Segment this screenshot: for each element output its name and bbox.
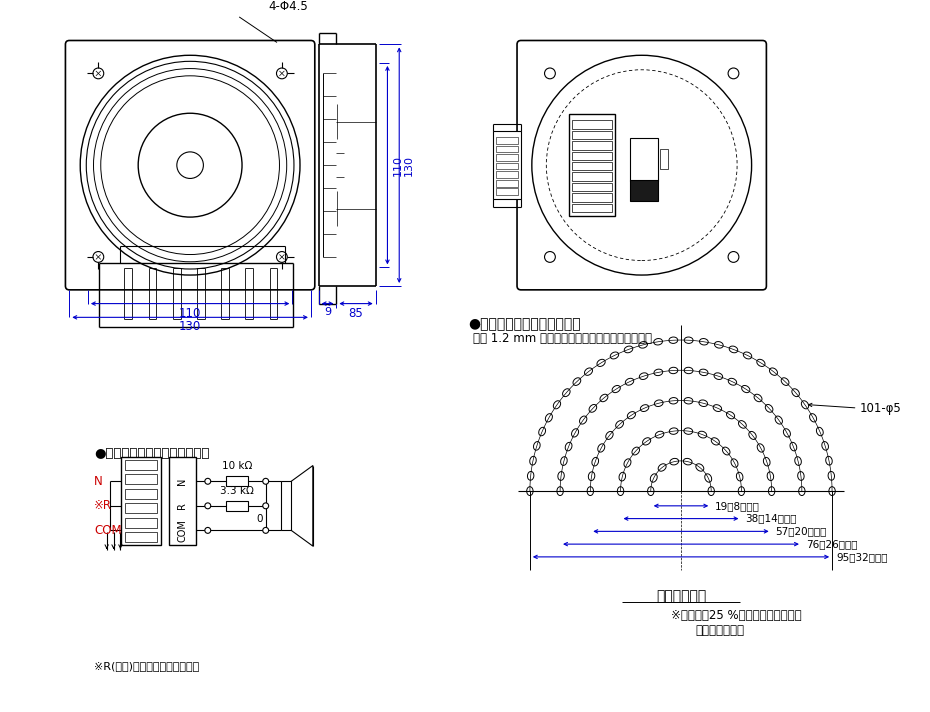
Text: 0: 0 (257, 515, 263, 525)
Circle shape (205, 528, 211, 533)
Bar (494, 131, 521, 199)
Circle shape (205, 503, 211, 509)
FancyBboxPatch shape (65, 41, 314, 290)
Circle shape (263, 478, 269, 484)
Bar (572, 204, 612, 212)
Bar (572, 193, 612, 201)
Bar (572, 172, 612, 181)
Circle shape (205, 478, 211, 484)
FancyBboxPatch shape (517, 41, 766, 290)
Bar (572, 183, 612, 191)
Bar (572, 162, 612, 170)
Bar (572, 131, 612, 139)
Bar (126, 503, 157, 513)
Bar (226, 476, 248, 486)
Circle shape (263, 528, 269, 533)
Text: R: R (178, 503, 187, 509)
Bar (122, 456, 161, 545)
Bar (126, 460, 157, 469)
Bar (126, 488, 157, 498)
Bar (497, 189, 518, 195)
Text: 19（8等分）: 19（8等分） (715, 501, 760, 511)
Text: N: N (94, 475, 102, 488)
Text: 10 kΩ: 10 kΩ (222, 461, 252, 471)
Text: 標準穴加工図: 標準穴加工図 (656, 590, 706, 603)
Circle shape (263, 503, 269, 509)
Text: ※R(紧急)端子は中継専用です。: ※R(紧急)端子は中継専用です。 (94, 661, 199, 671)
Bar (497, 146, 518, 152)
Bar (572, 152, 612, 160)
Text: してください。: してください。 (696, 624, 745, 637)
Bar (572, 141, 612, 150)
Bar (497, 172, 518, 178)
Text: 76（26等分）: 76（26等分） (805, 539, 857, 549)
Text: 101-φ5: 101-φ5 (859, 402, 901, 414)
Text: 130: 130 (405, 155, 414, 176)
Text: 4-Φ4.5: 4-Φ4.5 (269, 0, 309, 13)
Text: 110: 110 (392, 155, 403, 176)
Bar (631, 180, 658, 201)
Text: COM: COM (178, 519, 187, 542)
Text: 85: 85 (349, 307, 364, 320)
Text: N: N (178, 478, 187, 485)
Bar (497, 137, 518, 144)
Text: 9: 9 (324, 307, 331, 317)
Text: 38（14等分）: 38（14等分） (745, 513, 797, 523)
Bar (126, 474, 157, 484)
Text: ※穴加工は25 %以上の開口率で施工: ※穴加工は25 %以上の開口率で施工 (671, 609, 802, 622)
Bar (497, 163, 518, 169)
Text: 110: 110 (179, 307, 201, 320)
Bar (226, 501, 248, 511)
Text: ●ワンタッチコネクター接続図: ●ワンタッチコネクター接続図 (94, 447, 209, 460)
Bar (126, 533, 157, 542)
Text: 95（32等分）: 95（32等分） (836, 552, 887, 562)
Bar (631, 137, 658, 181)
Text: 57（20等分）: 57（20等分） (776, 526, 827, 536)
Text: ●設備プレート（現地手配）: ●設備プレート（現地手配） (468, 318, 580, 331)
Bar (282, 481, 291, 530)
Bar (572, 120, 612, 129)
Bar (126, 518, 157, 528)
Bar (660, 150, 668, 169)
Bar (168, 456, 196, 545)
Text: 3.3 kΩ: 3.3 kΩ (220, 486, 254, 496)
Bar (497, 180, 518, 187)
Bar (569, 115, 615, 216)
Text: COM: COM (94, 524, 122, 537)
Text: 130: 130 (179, 320, 201, 333)
Text: ※R: ※R (94, 499, 112, 513)
Text: 板厚 1.2 mm 以下のプレートをご使用ください。: 板厚 1.2 mm 以下のプレートをご使用ください。 (472, 332, 652, 345)
Bar (497, 155, 518, 161)
